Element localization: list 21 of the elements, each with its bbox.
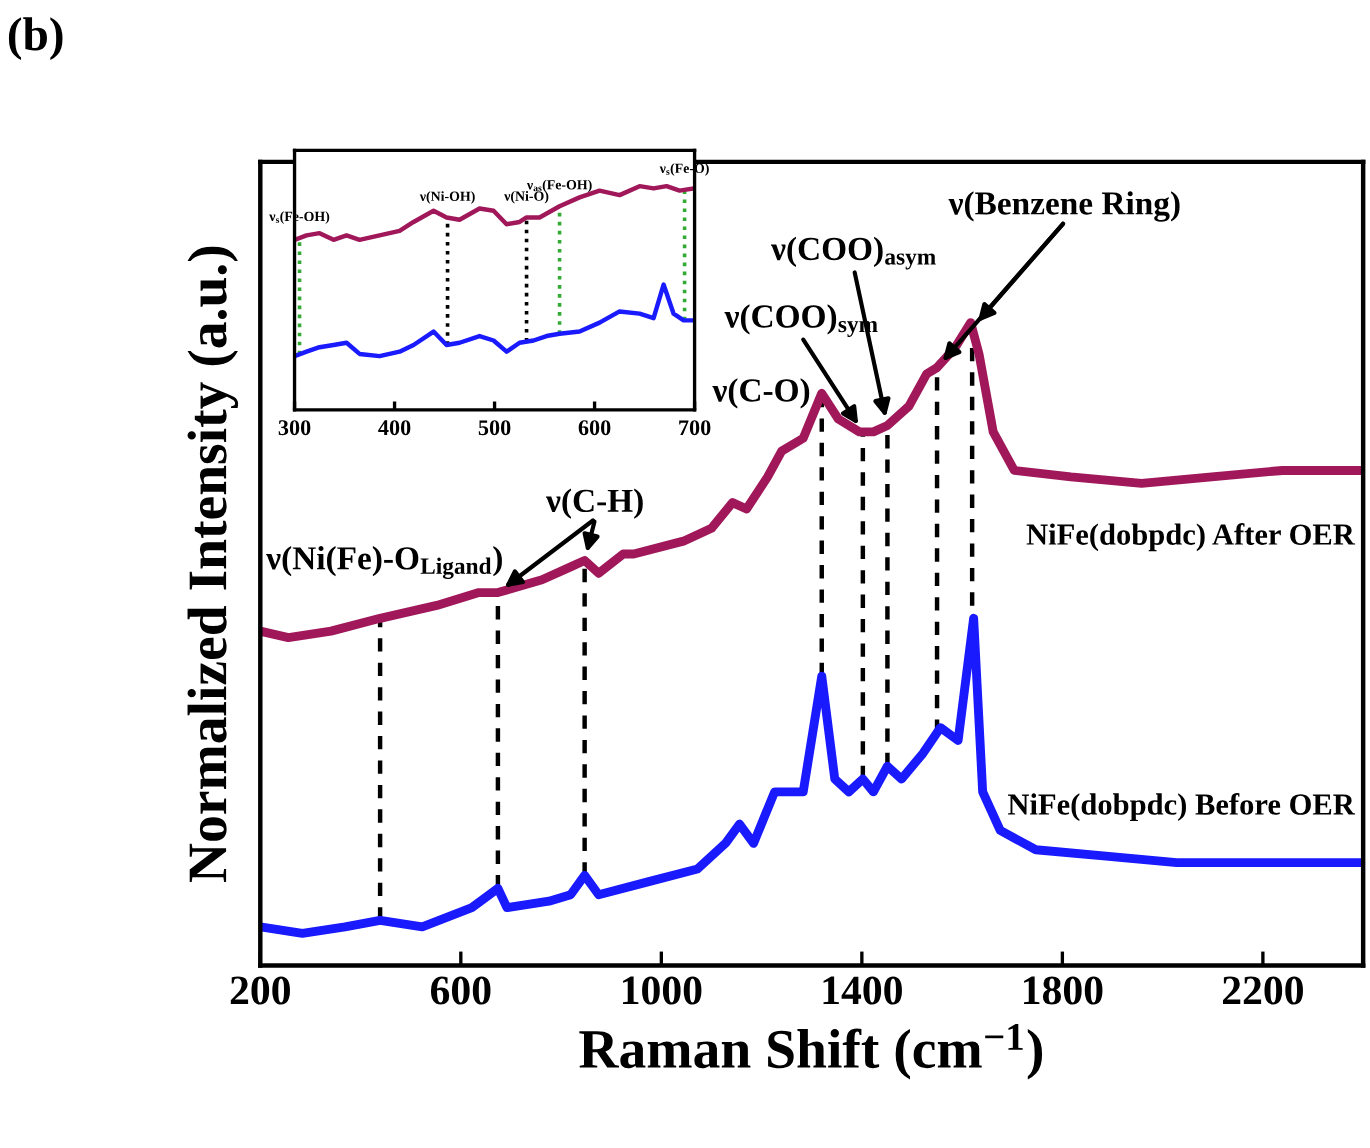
x-tick-label: 2200 bbox=[1222, 976, 1303, 1005]
x-tick-label: 200 bbox=[230, 976, 290, 1005]
x-tick-label: 1400 bbox=[823, 976, 902, 1005]
annotation: ν(COO)$_{asym}$ bbox=[771, 236, 936, 270]
x-tick-label: 400 bbox=[378, 420, 411, 436]
series-label: NiFe(dobpdc) After OER bbox=[1026, 523, 1356, 552]
x-tick-label: 700 bbox=[679, 420, 711, 436]
x-tick-label: 600 bbox=[430, 976, 491, 1005]
x-tick-label: 1800 bbox=[1024, 976, 1103, 1005]
series-label: NiFe(dobpdc) Before OER bbox=[1007, 793, 1356, 822]
x-tick-label: 600 bbox=[578, 420, 611, 436]
annotation: ν(C-O) bbox=[712, 378, 810, 409]
y-axis-title: Normalized Intensity (a.u.) bbox=[187, 246, 239, 883]
x-tick-label: 1000 bbox=[623, 976, 702, 1005]
annotation: ν(Benzene Ring) bbox=[948, 191, 1180, 222]
x-tick-label: 300 bbox=[278, 420, 311, 436]
annotation: ν(Ni(Fe)-O$_{Ligand}$) bbox=[266, 546, 502, 579]
annotation: ν(C-H) bbox=[546, 488, 643, 519]
x-tick-label: 500 bbox=[478, 420, 511, 436]
chart-title: (b) bbox=[8, 17, 63, 61]
x-axis-title: Raman Shift (cm$^{−1}$) bbox=[579, 1024, 1043, 1080]
